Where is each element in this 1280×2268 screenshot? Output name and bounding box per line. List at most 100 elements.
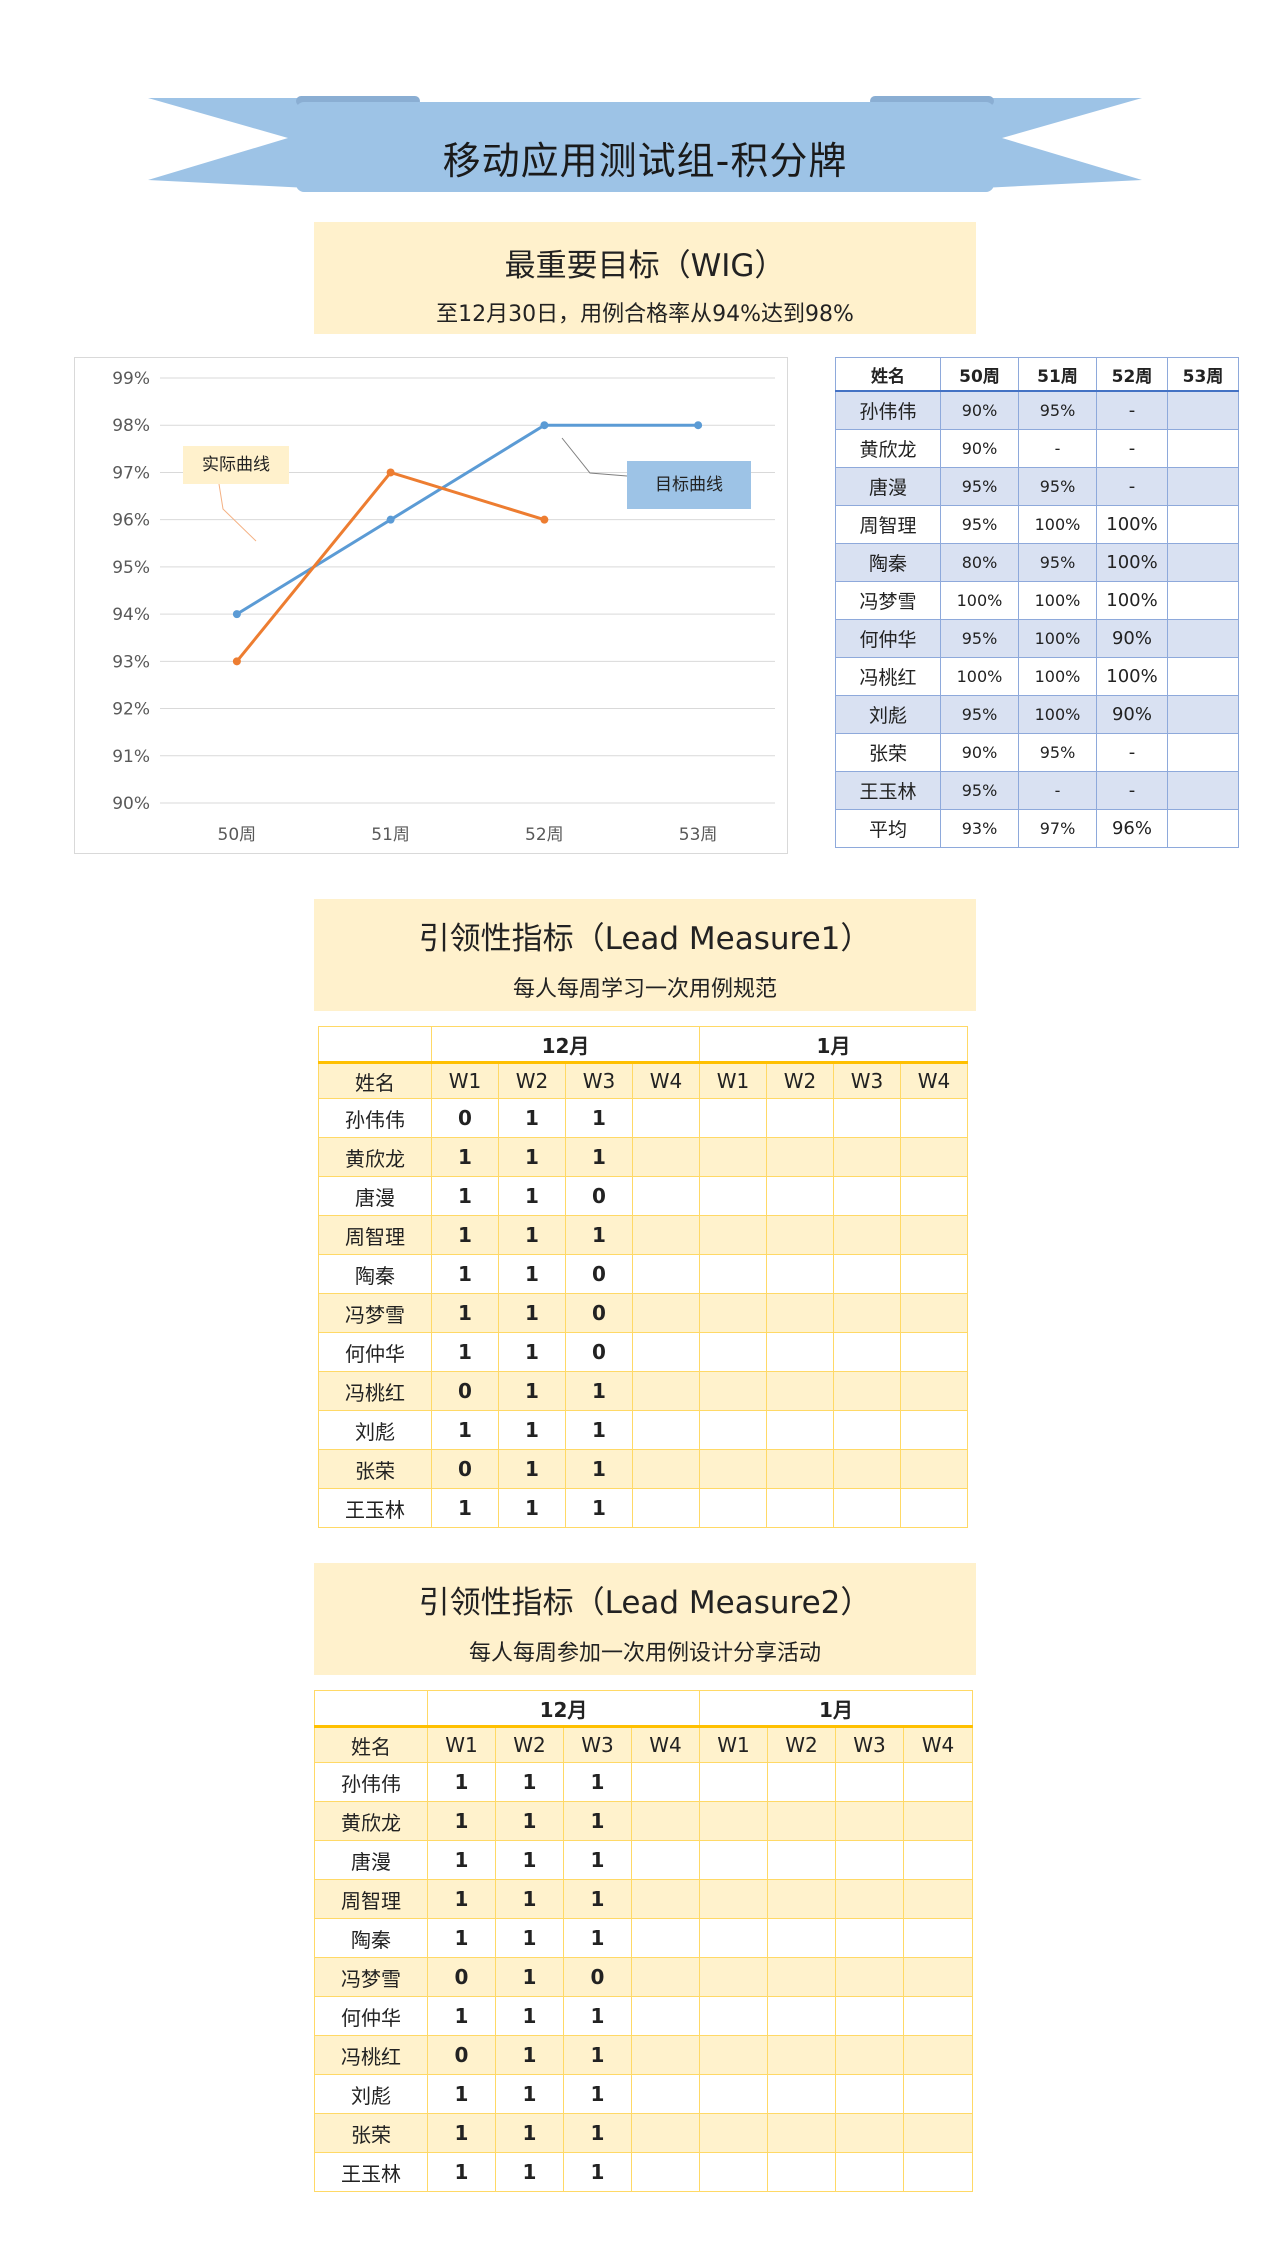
week-value-cell — [767, 1762, 836, 1802]
score-header-cell: 52周 — [1096, 357, 1168, 392]
member-name-cell: 陶秦 — [318, 1254, 432, 1294]
member-row: 王玉林 1 1 1 — [314, 2152, 973, 2192]
week-value-cell — [632, 1254, 700, 1294]
week-header: W4 — [632, 1061, 700, 1099]
week-value-cell — [903, 1957, 973, 1997]
lead-measure-1-subtitle: 每人每周学习一次用例规范 — [512, 977, 777, 1002]
week-value-cell: 1 — [495, 1801, 564, 1841]
week-value-cell: 1 — [563, 2074, 632, 2114]
week-value-cell: 1 — [495, 1879, 564, 1919]
week-value-cell: 1 — [498, 1215, 566, 1255]
score-value-cell: 100% — [1096, 581, 1168, 620]
member-name-cell: 王玉林 — [318, 1488, 432, 1528]
target-curve-label: 目标曲线 — [627, 461, 751, 509]
y-tick-label: 94% — [112, 605, 150, 625]
week-header: W2 — [498, 1061, 566, 1099]
week-value-cell — [835, 1957, 904, 1997]
score-value-cell: 90% — [940, 390, 1019, 430]
member-name-cell: 冯梦雪 — [318, 1293, 432, 1333]
week-value-cell — [903, 1996, 973, 2036]
score-name-cell: 周智理 — [835, 505, 941, 544]
week-value-cell — [767, 1879, 836, 1919]
week-header: W4 — [631, 1725, 700, 1763]
week-value-cell — [767, 2035, 836, 2075]
score-value-cell: 95% — [1018, 543, 1097, 582]
score-value-cell — [1167, 695, 1239, 734]
week-value-cell: 1 — [431, 1215, 499, 1255]
member-name-cell: 冯梦雪 — [314, 1957, 428, 1997]
member-name-cell: 刘彪 — [318, 1410, 432, 1450]
week-value-cell: 1 — [427, 1996, 496, 2036]
week-value-cell: 1 — [565, 1449, 633, 1489]
score-value-cell — [1167, 619, 1239, 658]
week-value-cell — [767, 1801, 836, 1841]
week-value-cell: 1 — [565, 1137, 633, 1177]
week-value-cell — [767, 1840, 836, 1880]
week-value-cell — [835, 1918, 904, 1958]
week-value-cell — [833, 1293, 901, 1333]
week-value-cell — [632, 1449, 700, 1489]
week-value-cell: 0 — [431, 1371, 499, 1411]
week-value-cell — [631, 2074, 700, 2114]
week-value-cell — [699, 1098, 767, 1138]
week-header: W3 — [565, 1061, 633, 1099]
member-name-cell: 冯桃红 — [314, 2035, 428, 2075]
week-value-cell — [833, 1488, 901, 1528]
week-value-cell — [900, 1137, 968, 1177]
week-value-cell — [766, 1176, 834, 1216]
score-value-cell: 95% — [1018, 390, 1097, 430]
y-tick-label: 93% — [112, 652, 150, 672]
wig-header: 最重要目标（WIG） 至12月30日，用例合格率从94%达到98% — [314, 222, 976, 334]
week-value-cell — [632, 1293, 700, 1333]
member-row: 冯桃红 0 1 1 — [318, 1371, 968, 1411]
member-row: 冯梦雪 0 1 0 — [314, 1957, 973, 1997]
month-header: 1月 — [699, 1690, 973, 1727]
score-value-cell: 95% — [940, 619, 1019, 658]
score-value-cell: - — [1096, 771, 1168, 810]
week-value-cell: 1 — [427, 2074, 496, 2114]
score-value-cell: 100% — [1018, 695, 1097, 734]
week-value-cell — [900, 1176, 968, 1216]
week-value-cell — [699, 1332, 767, 1372]
lead-measure-2-title: 引领性指标（Lead Measure2） — [418, 1585, 872, 1621]
member-row: 孙伟伟 1 1 1 — [314, 1762, 973, 1802]
member-name-cell: 何仲华 — [314, 1996, 428, 2036]
week-value-cell — [766, 1254, 834, 1294]
week-value-cell — [699, 2152, 768, 2192]
member-row: 唐漫 1 1 1 — [314, 1840, 973, 1880]
week-header: W1 — [431, 1061, 499, 1099]
week-value-cell: 1 — [565, 1410, 633, 1450]
score-value-cell — [1167, 543, 1239, 582]
corner-cell — [314, 1690, 428, 1727]
member-row: 周智理 1 1 1 — [318, 1215, 968, 1255]
score-value-cell: 93% — [940, 809, 1019, 848]
score-row: 平均 93% 97% 96% — [835, 809, 1239, 848]
week-value-cell — [766, 1371, 834, 1411]
score-row: 王玉林 95% - - — [835, 771, 1239, 810]
score-header-cell: 53周 — [1167, 357, 1239, 392]
score-name-cell: 冯梦雪 — [835, 581, 941, 620]
data-point — [386, 515, 395, 524]
member-name-cell: 周智理 — [318, 1215, 432, 1255]
score-value-cell: 100% — [1018, 581, 1097, 620]
score-value-cell: 100% — [1096, 657, 1168, 696]
week-value-cell: 1 — [495, 2113, 564, 2153]
week-header: W4 — [900, 1061, 968, 1099]
score-name-cell: 孙伟伟 — [835, 390, 941, 430]
week-value-cell: 1 — [427, 2113, 496, 2153]
wig-subtitle: 至12月30日，用例合格率从94%达到98% — [436, 302, 854, 327]
score-value-cell — [1167, 581, 1239, 620]
score-row: 唐漫 95% 95% - — [835, 467, 1239, 506]
week-value-cell — [699, 1801, 768, 1841]
week-value-cell — [699, 2113, 768, 2153]
score-row: 何仲华 95% 100% 90% — [835, 619, 1239, 658]
score-value-cell — [1167, 505, 1239, 544]
score-value-cell — [1167, 429, 1239, 468]
score-value-cell: 96% — [1096, 809, 1168, 848]
week-header: W1 — [699, 1725, 768, 1763]
data-point — [540, 515, 549, 524]
x-tick-label: 50周 — [218, 825, 257, 845]
member-name-cell: 何仲华 — [318, 1332, 432, 1372]
score-row: 陶秦 80% 95% 100% — [835, 543, 1239, 582]
week-value-cell: 0 — [565, 1332, 633, 1372]
